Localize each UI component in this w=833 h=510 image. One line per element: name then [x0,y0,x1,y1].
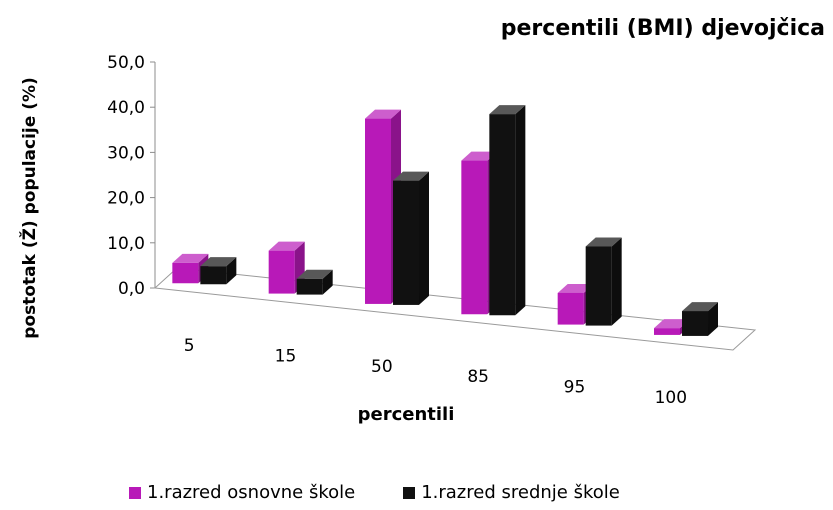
bar-series-2-50 [393,171,430,305]
y-tick-label-5: 50,0 [107,53,145,73]
legend-label-series-2: 1.razred srednje škole [421,482,620,503]
x-tick-label-15: 15 [275,347,297,367]
legend-swatch-series-1 [129,486,141,499]
bar-series-2-5 [200,257,237,285]
x-axis-label: percentili [357,404,455,425]
y-tick-label-0: 0,0 [118,279,145,299]
x-tick-label-85: 85 [467,367,489,387]
bar-series-2-95 [585,237,622,326]
x-tick-label-95: 95 [564,378,586,398]
legend: 1.razred osnovne škole 1.razred srednje … [129,482,668,503]
x-tick-label-5: 5 [184,336,195,356]
y-tick-label-1: 10,0 [107,234,145,254]
y-tick-label-3: 30,0 [107,143,145,163]
chart-title: percentili (BMI) djevojčica [500,16,825,41]
bar-series-2-15 [296,269,333,295]
bar-series-2-100 [682,302,719,336]
y-tick-label-4: 40,0 [107,98,145,118]
y-tick-label-2: 20,0 [107,189,145,209]
legend-item-series-2: 1.razred srednje škole [403,482,620,503]
legend-label-series-1: 1.razred osnovne škole [147,482,356,503]
bar-series-2-85 [489,105,526,316]
x-tick-label-50: 50 [371,357,393,377]
chart-floor [153,267,757,351]
legend-item-series-1: 1.razred osnovne škole [129,482,355,503]
y-axis-label: postotak (Ž) populacije (%) [20,77,40,339]
x-tick-label-100: 100 [655,388,687,408]
legend-swatch-series-2 [403,486,416,499]
